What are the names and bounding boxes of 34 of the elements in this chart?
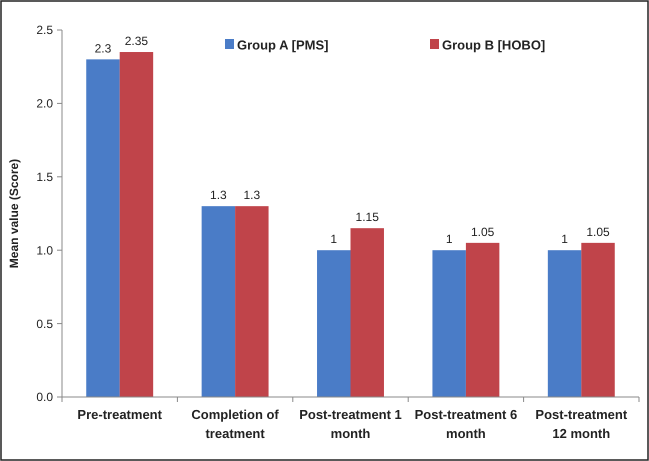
x-tick-label: Pre-treatment <box>77 407 163 422</box>
x-tick-label: Completion of treatment <box>191 407 280 441</box>
bar <box>202 206 236 397</box>
y-tick-label: 2.5 <box>36 23 54 38</box>
bar <box>350 228 384 397</box>
data-label: 1 <box>446 232 453 246</box>
x-tick-label: Post-treatment 1 month <box>299 407 402 441</box>
bar <box>432 250 466 397</box>
legend-label: Group B [HOBO] <box>442 38 546 53</box>
data-label: 2.35 <box>124 34 148 48</box>
data-label: 1.05 <box>586 224 610 239</box>
bar <box>466 242 500 397</box>
data-label: 1 <box>330 232 338 246</box>
bar <box>120 52 154 397</box>
bar <box>581 242 615 397</box>
bar <box>548 250 582 397</box>
bar <box>317 250 350 397</box>
y-tick-label: 1.0 <box>36 243 54 258</box>
legend-label: Group A [PMS] <box>237 38 328 53</box>
y-tick-label: 0.5 <box>36 316 54 331</box>
data-label: 1.05 <box>470 224 495 239</box>
bar <box>86 59 120 397</box>
y-tick-label: 2.0 <box>36 96 54 111</box>
bar <box>235 206 269 397</box>
y-tick-label: 1.5 <box>36 170 54 184</box>
y-tick-label: 0.0 <box>36 390 54 404</box>
x-tick-label: Post-treatment 12 month <box>535 407 628 441</box>
x-tick-label: Post-treatment 6 month <box>414 407 518 441</box>
data-label: 1.3 <box>243 188 260 202</box>
data-label: 1.3 <box>210 188 228 202</box>
data-label: 2.3 <box>94 41 112 56</box>
data-label: 1 <box>561 232 568 246</box>
y-axis-title: Mean value (Score) <box>7 158 21 268</box>
data-label: 1.15 <box>356 210 380 224</box>
